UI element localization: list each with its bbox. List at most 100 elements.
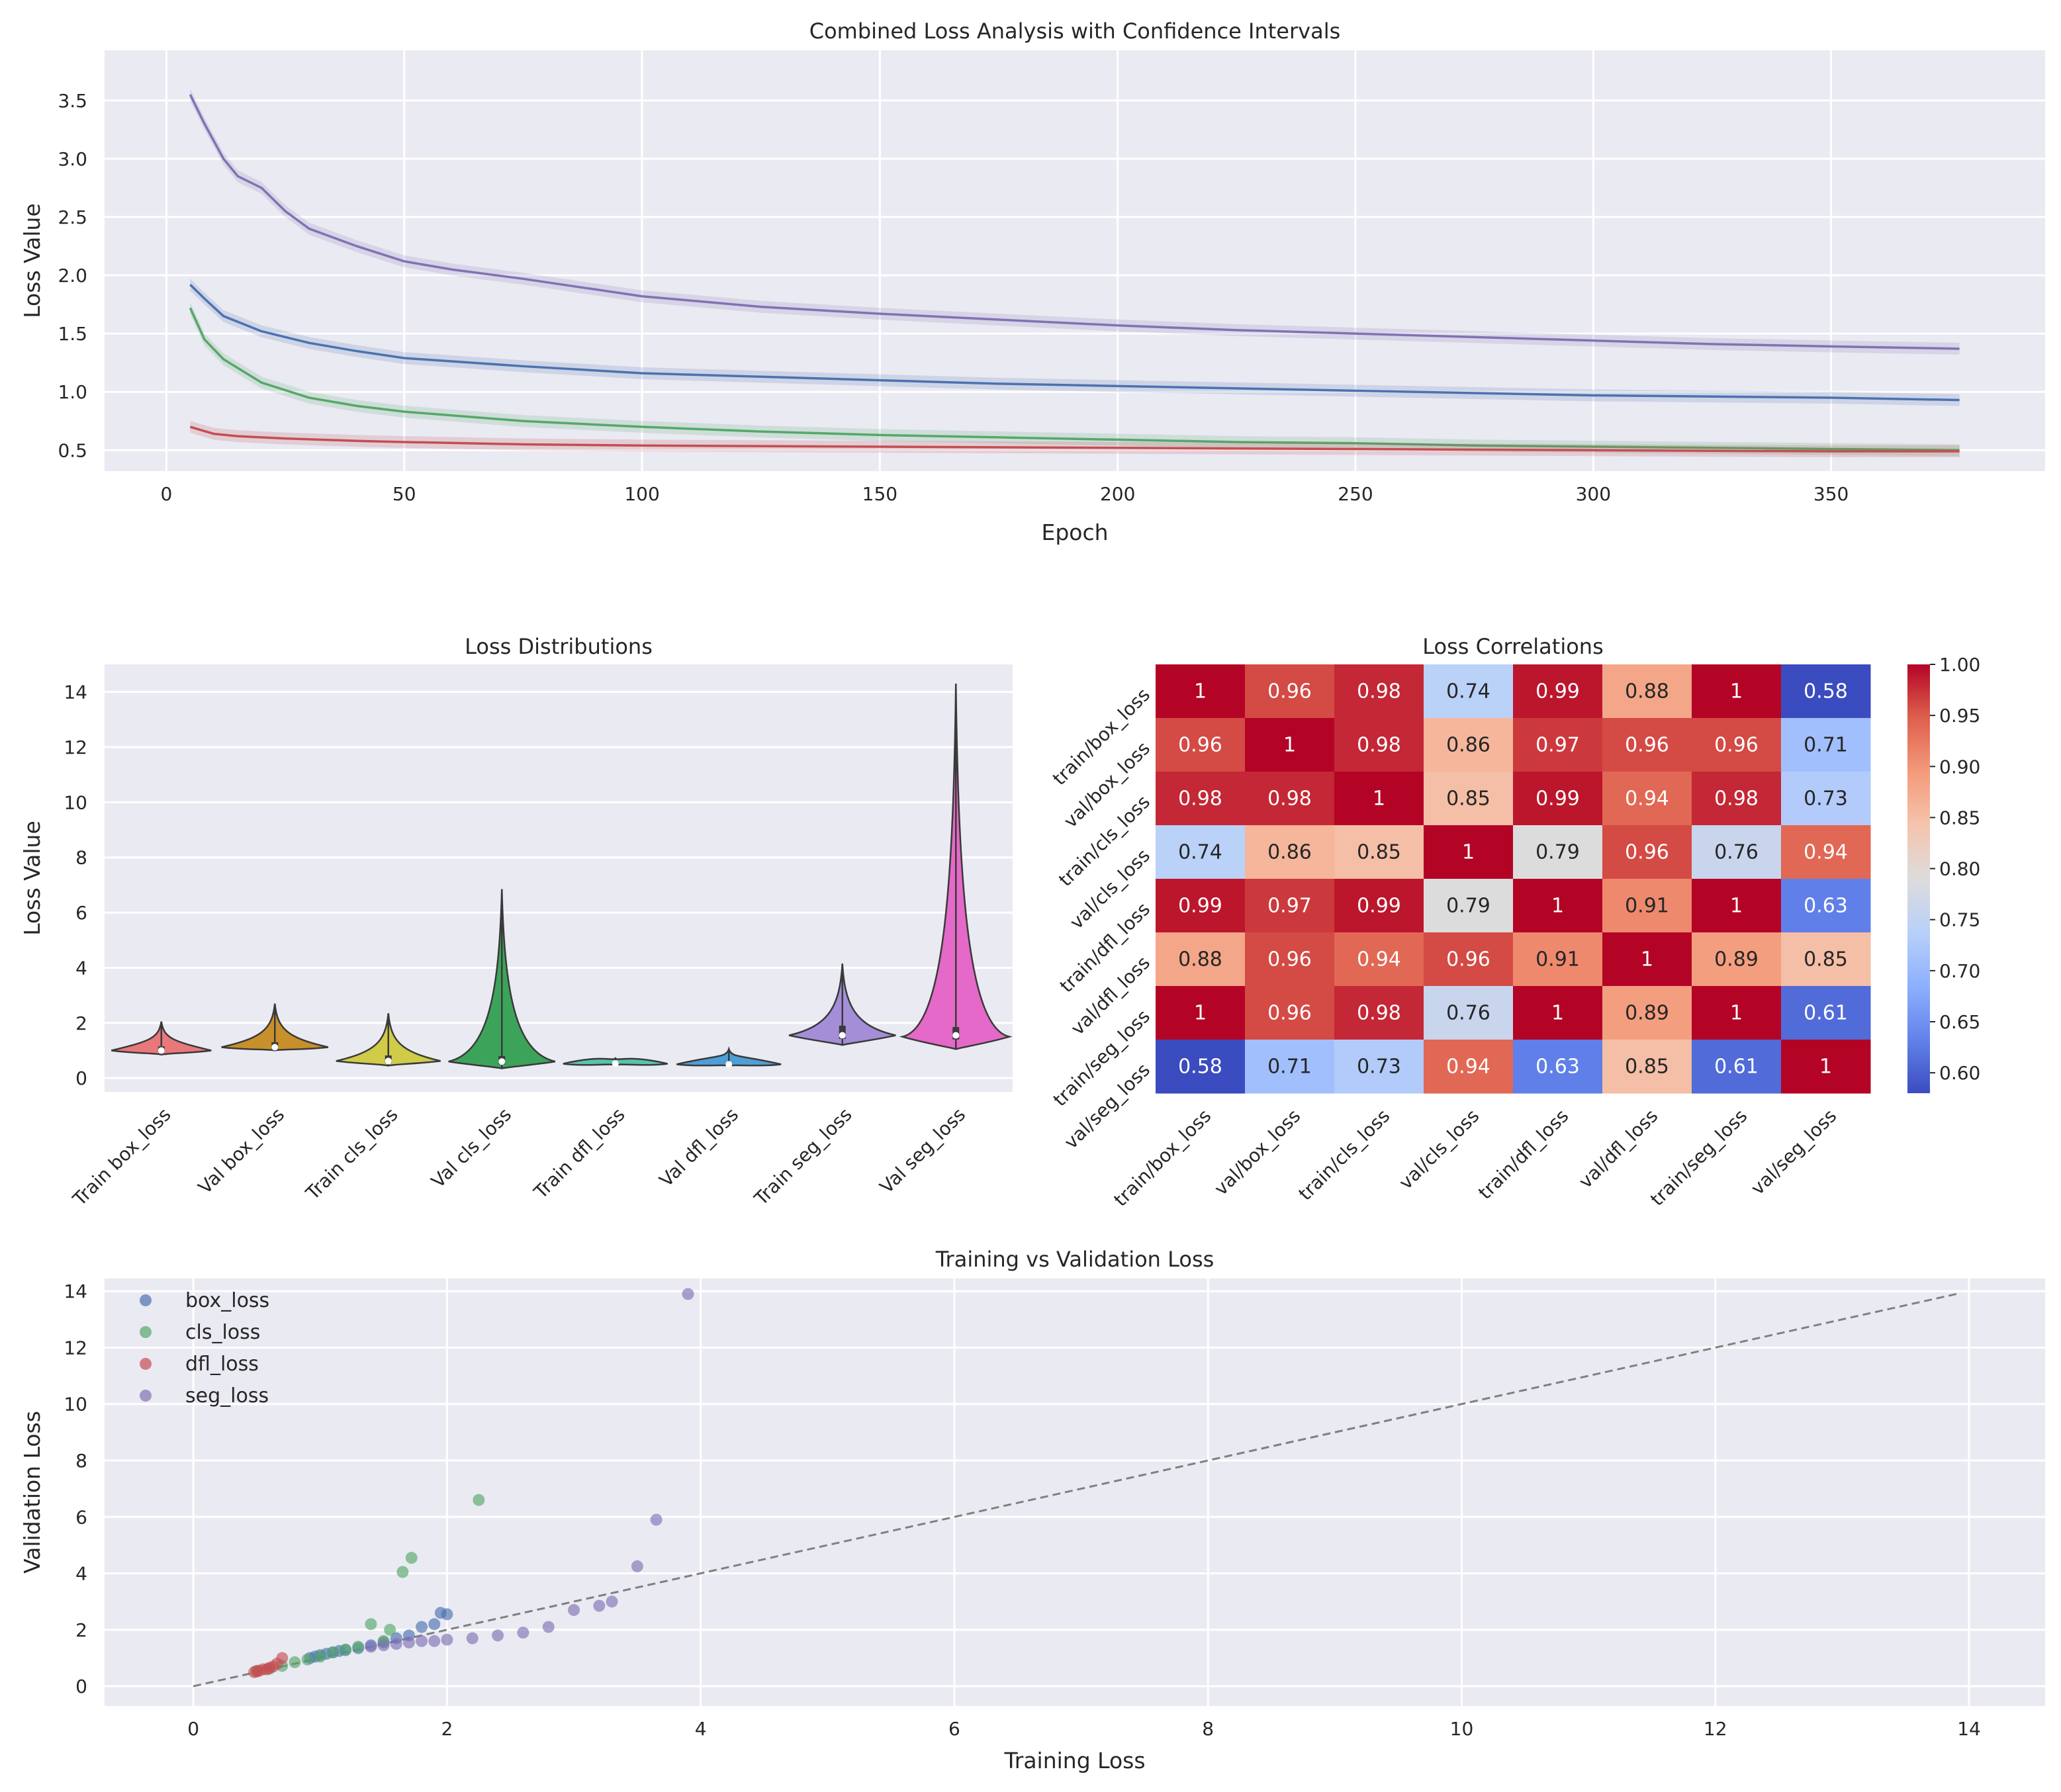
heatmap-cell xyxy=(1781,772,1871,826)
x-tick-label: Train box_loss xyxy=(68,1104,175,1211)
heatmap-cell-label: 0.96 xyxy=(1625,734,1669,757)
scatter-point xyxy=(593,1599,606,1612)
series-line xyxy=(189,283,1960,402)
heatmap-cell-label: 1 xyxy=(1194,1002,1207,1025)
x-tick-label: 8 xyxy=(1202,1718,1214,1740)
heatmap-cell xyxy=(1424,932,1514,987)
heatmap-cell xyxy=(1334,825,1424,879)
y-tick-label: 2 xyxy=(75,1012,87,1034)
heatmap-cell-label: 0.96 xyxy=(1178,734,1222,757)
heatmap-cell xyxy=(1424,986,1514,1040)
heatmap-cell-label: 0.63 xyxy=(1535,1055,1580,1079)
x-tick-label: 4 xyxy=(695,1718,707,1740)
series-line xyxy=(189,307,1960,452)
heatmap-cell xyxy=(1156,825,1246,879)
heatmap-cell-label: 0.94 xyxy=(1625,787,1669,811)
heatmap-cell xyxy=(1245,718,1335,772)
x-tick-label: train/dfl_loss xyxy=(1474,1105,1573,1204)
heatmap-cell-label: 0.58 xyxy=(1178,1055,1222,1079)
colorbar-tick-label: 0.95 xyxy=(1939,705,1980,727)
heatmap-cell xyxy=(1424,718,1514,772)
y-tick-label: 10 xyxy=(64,1394,87,1415)
heatmap-cell-label: 0.91 xyxy=(1535,948,1580,971)
y-tick-label: 14 xyxy=(64,1280,87,1302)
scatter-point xyxy=(428,1635,441,1647)
heatmap-cell xyxy=(1513,664,1603,719)
y-tick-label: 3.5 xyxy=(58,90,87,112)
heatmap-cell xyxy=(1334,1040,1424,1094)
heatmap-cell xyxy=(1513,825,1603,879)
violin-median-dot xyxy=(725,1061,733,1068)
x-tick-label: 200 xyxy=(1100,483,1135,505)
heatmap-cell xyxy=(1424,1040,1514,1094)
scatter-point xyxy=(396,1566,409,1578)
violin-median-dot xyxy=(385,1057,392,1065)
violin-median-dot xyxy=(158,1047,165,1054)
legend-label: dfl_loss xyxy=(185,1353,259,1376)
x-tick-label: 0 xyxy=(187,1718,199,1740)
x-tick-label: 50 xyxy=(392,483,416,505)
heatmap-cell xyxy=(1245,772,1335,826)
heatmap-cell-label: 1 xyxy=(1194,680,1207,703)
chart-title: Loss Correlations xyxy=(1422,634,1603,659)
heatmap-cell xyxy=(1334,718,1424,772)
colorbar-tick-label: 0.75 xyxy=(1939,909,1980,931)
heatmap-cell-label: 1 xyxy=(1283,734,1296,757)
y-axis-label: Validation Loss xyxy=(19,1411,45,1574)
heatmap-cell-label: 0.85 xyxy=(1804,948,1848,971)
confidence-band xyxy=(190,421,1960,458)
heatmap-cell-label: 0.89 xyxy=(1625,1002,1669,1025)
confidence-band xyxy=(190,279,1960,406)
scatter-point xyxy=(416,1635,428,1647)
x-tick-label: val/box_loss xyxy=(1210,1105,1305,1200)
heatmap-chart: 1 0.96 0.98 0.74 0.99 0.88 1 0.58 0.96 1 0.98 0.86 0… xyxy=(1048,634,1980,1211)
heatmap-cell xyxy=(1424,772,1514,826)
violin-median-dot xyxy=(271,1044,279,1051)
heatmap-cell xyxy=(1602,932,1692,987)
legend-marker xyxy=(140,1326,152,1338)
heatmap-cell-label: 0.99 xyxy=(1178,895,1222,918)
scatter-point xyxy=(352,1640,365,1653)
colorbar-tick-label: 0.90 xyxy=(1939,756,1980,778)
colorbar-tick-label: 0.85 xyxy=(1939,807,1980,829)
heatmap-cell-label: 1 xyxy=(1641,948,1653,971)
heatmap-cell xyxy=(1245,1040,1335,1094)
scatter-point xyxy=(517,1627,529,1639)
heatmap-cell xyxy=(1602,879,1692,933)
heatmap-cell xyxy=(1156,664,1246,719)
heatmap-cell xyxy=(1245,986,1335,1040)
scatter-point xyxy=(441,1633,453,1646)
heatmap-cell xyxy=(1156,772,1246,826)
scatter-chart: 0 2 4 6 8 10 12 14 0 2 4 6 8 10 12 14 box_loss cls_lossdf… xyxy=(19,1247,2045,1773)
heatmap-cell xyxy=(1245,932,1335,987)
heatmap-cell-label: 0.79 xyxy=(1535,841,1580,864)
scatter-point xyxy=(340,1643,352,1656)
heatmap-cell-label: 0.99 xyxy=(1357,895,1401,918)
x-tick-label: 2 xyxy=(441,1718,453,1740)
heatmap-cell xyxy=(1245,825,1335,879)
chart-title: Loss Distributions xyxy=(465,634,653,659)
scatter-point xyxy=(365,1618,377,1631)
heatmap-cell xyxy=(1692,664,1782,719)
scatter-point xyxy=(428,1618,441,1631)
heatmap-cell-label: 0.96 xyxy=(1714,734,1759,757)
y-tick-label: 14 xyxy=(64,682,87,703)
heatmap-cell xyxy=(1692,718,1782,772)
heatmap-cell xyxy=(1513,879,1603,933)
x-tick-label: 350 xyxy=(1813,483,1849,505)
scatter-point xyxy=(289,1656,301,1668)
heatmap-cell-label: 0.98 xyxy=(1714,787,1759,811)
legend-marker xyxy=(140,1358,152,1370)
scatter-point xyxy=(314,1650,326,1663)
scatter-point xyxy=(402,1636,415,1649)
scatter-point xyxy=(682,1288,694,1300)
scatter-point xyxy=(405,1552,418,1564)
heatmap-cell-label: 0.85 xyxy=(1446,787,1490,811)
x-tick-label: Val box_loss xyxy=(194,1104,289,1198)
scatter-point xyxy=(276,1652,289,1664)
x-tick-label: val/seg_loss xyxy=(1747,1105,1841,1200)
x-axis-label: Training Loss xyxy=(1003,1748,1145,1773)
line-chart: 0 50 100 150 200 250 300 350 0.5 1.0 1.5 2.0 2.5 3.0 3… xyxy=(19,19,2045,545)
x-tick-label: val/dfl_loss xyxy=(1575,1105,1663,1193)
heatmap-cell-label: 0.98 xyxy=(1357,1002,1401,1025)
